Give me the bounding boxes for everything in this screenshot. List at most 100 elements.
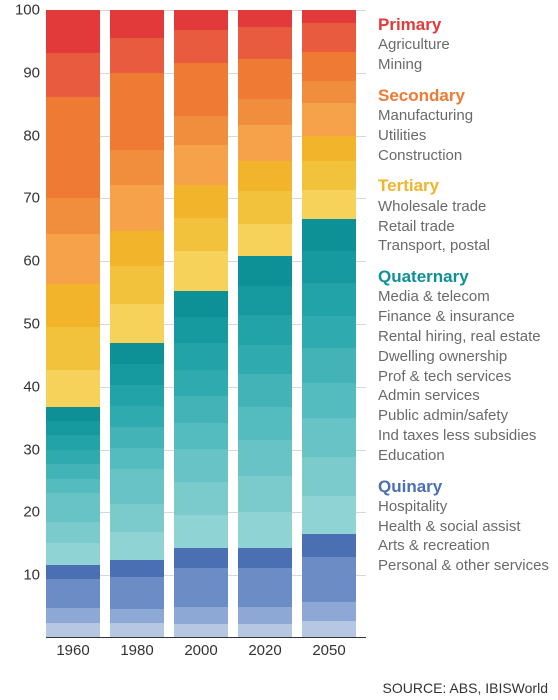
segment	[302, 103, 356, 135]
segment	[238, 407, 292, 440]
segment	[238, 548, 292, 568]
segment	[238, 476, 292, 512]
bar-1960	[46, 10, 100, 637]
legend-group-title: Quaternary	[378, 266, 556, 287]
segment	[174, 116, 228, 146]
segment	[238, 161, 292, 191]
segment	[174, 30, 228, 63]
segment	[110, 623, 164, 637]
legend-item: Retail trade	[378, 217, 556, 237]
segment	[238, 512, 292, 548]
segment	[174, 145, 228, 185]
segment	[174, 423, 228, 449]
segment	[110, 504, 164, 532]
segment	[302, 10, 356, 23]
segment	[174, 63, 228, 116]
segment	[46, 421, 100, 435]
segment	[110, 448, 164, 469]
x-tick-label: 1980	[120, 642, 153, 659]
segment	[110, 385, 164, 406]
legend-group-title: Primary	[378, 14, 556, 35]
segment	[302, 52, 356, 81]
segment	[110, 266, 164, 305]
segment	[110, 577, 164, 609]
y-tick-label: 20	[8, 504, 40, 521]
segment	[238, 440, 292, 476]
bar-2020	[238, 10, 292, 637]
legend-item: Wholesale trade	[378, 197, 556, 217]
segment	[238, 345, 292, 375]
x-tick-label: 2020	[248, 642, 281, 659]
segment	[238, 286, 292, 316]
legend-item: Education	[378, 446, 556, 466]
legend-item: Ind taxes less subsidies	[378, 426, 556, 446]
legend: PrimaryAgricultureMiningSecondaryManufac…	[378, 14, 556, 586]
segment	[174, 370, 228, 396]
y-tick-label: 40	[8, 378, 40, 395]
legend-item: Agriculture	[378, 35, 556, 55]
legend-group-secondary: SecondaryManufacturingUtilitiesConstruct…	[378, 85, 556, 166]
segment	[174, 449, 228, 482]
segment	[302, 418, 356, 457]
legend-item: Personal & other services	[378, 556, 556, 576]
segment	[174, 607, 228, 624]
legend-item: Media & telecom	[378, 287, 556, 307]
segment	[238, 10, 292, 26]
segment	[110, 231, 164, 266]
legend-item: Dwelling ownership	[378, 347, 556, 367]
segment	[302, 219, 356, 251]
segment	[238, 568, 292, 607]
segment	[46, 579, 100, 608]
segment	[302, 383, 356, 418]
segment	[238, 125, 292, 161]
y-tick-label: 50	[8, 316, 40, 333]
segment	[238, 374, 292, 407]
y-tick-label: 70	[8, 190, 40, 207]
segment	[46, 370, 100, 406]
segment	[302, 283, 356, 315]
segment	[302, 190, 356, 219]
segment	[238, 59, 292, 98]
legend-item: Finance & insurance	[378, 307, 556, 327]
segment	[174, 251, 228, 291]
segment	[302, 161, 356, 190]
segment	[174, 218, 228, 251]
y-tick-label: 60	[8, 253, 40, 270]
segment	[174, 396, 228, 422]
segment	[46, 284, 100, 327]
segment	[46, 97, 100, 198]
x-tick-label: 1960	[56, 642, 89, 659]
legend-item: Hospitality	[378, 497, 556, 517]
segment	[174, 10, 228, 30]
legend-group-title: Quinary	[378, 476, 556, 497]
segment	[110, 427, 164, 448]
segment	[238, 315, 292, 345]
plot-area	[46, 10, 366, 638]
segment	[110, 38, 164, 73]
segment	[110, 343, 164, 364]
segment	[302, 557, 356, 602]
segment	[174, 343, 228, 369]
segment	[238, 607, 292, 623]
segment	[110, 364, 164, 385]
segment	[46, 10, 100, 53]
y-tick-label: 90	[8, 64, 40, 81]
segment	[302, 457, 356, 496]
legend-group-title: Tertiary	[378, 175, 556, 196]
x-axis-labels: 19601980200020202050	[46, 642, 366, 664]
segment	[302, 621, 356, 637]
segment	[174, 317, 228, 343]
segment	[174, 482, 228, 515]
segment	[302, 534, 356, 557]
bar-2050	[302, 10, 356, 637]
segment	[110, 560, 164, 578]
legend-item: Construction	[378, 146, 556, 166]
segment	[110, 73, 164, 150]
segment	[46, 435, 100, 449]
segment	[46, 543, 100, 565]
segment	[238, 99, 292, 125]
segment	[302, 251, 356, 283]
segment	[46, 565, 100, 579]
legend-group-tertiary: TertiaryWholesale tradeRetail tradeTrans…	[378, 175, 556, 256]
segment	[174, 548, 228, 568]
